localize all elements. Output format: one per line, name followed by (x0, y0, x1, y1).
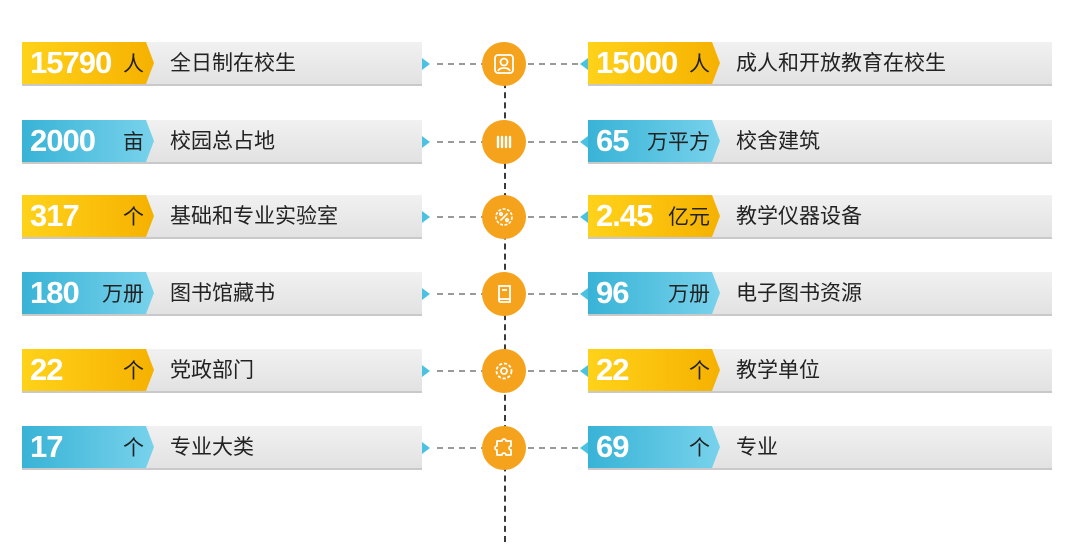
stat-card-right: 69 个 专业 (588, 426, 1052, 470)
stat-badge: 15000 人 (588, 42, 720, 84)
connector-dash (528, 216, 578, 218)
stat-card-left: 22 个 党政部门 (22, 349, 422, 393)
stat-row: 317 个 基础和专业实验室 2.45 亿元 教学仪器设备 (0, 195, 1080, 241)
stat-label: 校舍建筑 (736, 129, 820, 153)
stat-unit: 万册 (102, 282, 144, 306)
stat-unit: 亩 (123, 130, 144, 154)
stat-row: 180 万册 图书馆藏书 96 万册 电子图书资源 (0, 272, 1080, 318)
pointer-arrow (580, 365, 588, 377)
connector-dash (437, 63, 487, 65)
stat-badge: 69 个 (588, 426, 720, 468)
stat-unit: 人 (123, 52, 144, 76)
pointer-arrow (422, 136, 430, 148)
stat-row: 15790 人 全日制在校生 15000 人 成人和开放教育在校生 (0, 42, 1080, 88)
stat-unit: 人 (689, 52, 710, 76)
connector-dash (528, 293, 578, 295)
stat-value: 69 (596, 429, 629, 464)
stat-badge: 317 个 (22, 195, 154, 237)
stat-card-left: 15790 人 全日制在校生 (22, 42, 422, 86)
stat-value: 22 (30, 352, 63, 387)
stat-label: 校园总占地 (170, 129, 275, 153)
puzzle-icon (482, 426, 526, 470)
stat-badge: 15790 人 (22, 42, 154, 84)
pointer-arrow (422, 211, 430, 223)
percent-gear-icon (482, 195, 526, 239)
pointer-arrow (422, 288, 430, 300)
stat-card-left: 17 个 专业大类 (22, 426, 422, 470)
stat-card-right: 2.45 亿元 教学仪器设备 (588, 195, 1052, 239)
connector-dash (437, 293, 487, 295)
stat-badge: 2000 亩 (22, 120, 154, 162)
stat-value: 15000 (596, 45, 678, 80)
connector-dash (437, 370, 487, 372)
stat-card-right: 96 万册 电子图书资源 (588, 272, 1052, 316)
stat-label: 基础和专业实验室 (170, 204, 338, 228)
pointer-arrow (580, 288, 588, 300)
stat-badge: 2.45 亿元 (588, 195, 720, 237)
stat-value: 96 (596, 275, 629, 310)
stat-unit: 亿元 (668, 205, 710, 229)
gear-icon (482, 349, 526, 393)
stat-unit: 万平方 (647, 130, 710, 154)
stat-label: 教学仪器设备 (736, 204, 862, 228)
stat-label: 党政部门 (170, 358, 254, 382)
stat-value: 2.45 (596, 198, 653, 233)
connector-dash (528, 63, 578, 65)
stat-unit: 个 (123, 205, 144, 229)
stat-value: 180 (30, 275, 80, 310)
stat-unit: 个 (123, 436, 144, 460)
stat-card-left: 2000 亩 校园总占地 (22, 120, 422, 164)
connector-dash (528, 447, 578, 449)
stat-badge: 22 个 (22, 349, 154, 391)
connector-dash (528, 141, 578, 143)
pointer-arrow (422, 365, 430, 377)
stat-row: 17 个 专业大类 69 个 专业 (0, 426, 1080, 472)
stat-unit: 个 (689, 436, 710, 460)
stat-unit: 个 (123, 359, 144, 383)
stat-value: 65 (596, 123, 629, 158)
stat-badge: 180 万册 (22, 272, 154, 314)
pointer-arrow (580, 136, 588, 148)
stat-label: 电子图书资源 (736, 281, 862, 305)
stat-card-left: 317 个 基础和专业实验室 (22, 195, 422, 239)
connector-dash (437, 216, 487, 218)
pointer-arrow (422, 58, 430, 70)
stat-value: 17 (30, 429, 63, 464)
stat-badge: 65 万平方 (588, 120, 720, 162)
stat-value: 15790 (30, 45, 112, 80)
user-frame-icon (482, 42, 526, 86)
connector-dash (437, 447, 487, 449)
stat-badge: 17 个 (22, 426, 154, 468)
stat-unit: 个 (689, 359, 710, 383)
pointer-arrow (580, 211, 588, 223)
stat-value: 317 (30, 198, 80, 233)
stat-badge: 22 个 (588, 349, 720, 391)
stat-label: 成人和开放教育在校生 (736, 51, 946, 75)
stat-unit: 万册 (668, 282, 710, 306)
stat-row: 2000 亩 校园总占地 65 万平方 校舍建筑 (0, 120, 1080, 166)
pointer-arrow (580, 58, 588, 70)
stat-card-left: 180 万册 图书馆藏书 (22, 272, 422, 316)
columns-icon (482, 120, 526, 164)
stat-label: 专业大类 (170, 435, 254, 459)
stat-card-right: 65 万平方 校舍建筑 (588, 120, 1052, 164)
stat-label: 全日制在校生 (170, 51, 296, 75)
stat-label: 专业 (736, 435, 778, 459)
stat-label: 教学单位 (736, 358, 820, 382)
stat-card-right: 15000 人 成人和开放教育在校生 (588, 42, 1052, 86)
pointer-arrow (580, 442, 588, 454)
stat-row: 22 个 党政部门 22 个 教学单位 (0, 349, 1080, 395)
book-icon (482, 272, 526, 316)
connector-dash (528, 370, 578, 372)
stat-badge: 96 万册 (588, 272, 720, 314)
stat-card-right: 22 个 教学单位 (588, 349, 1052, 393)
connector-dash (437, 141, 487, 143)
stat-label: 图书馆藏书 (170, 281, 275, 305)
stat-value: 22 (596, 352, 629, 387)
pointer-arrow (422, 442, 430, 454)
stat-value: 2000 (30, 123, 96, 158)
